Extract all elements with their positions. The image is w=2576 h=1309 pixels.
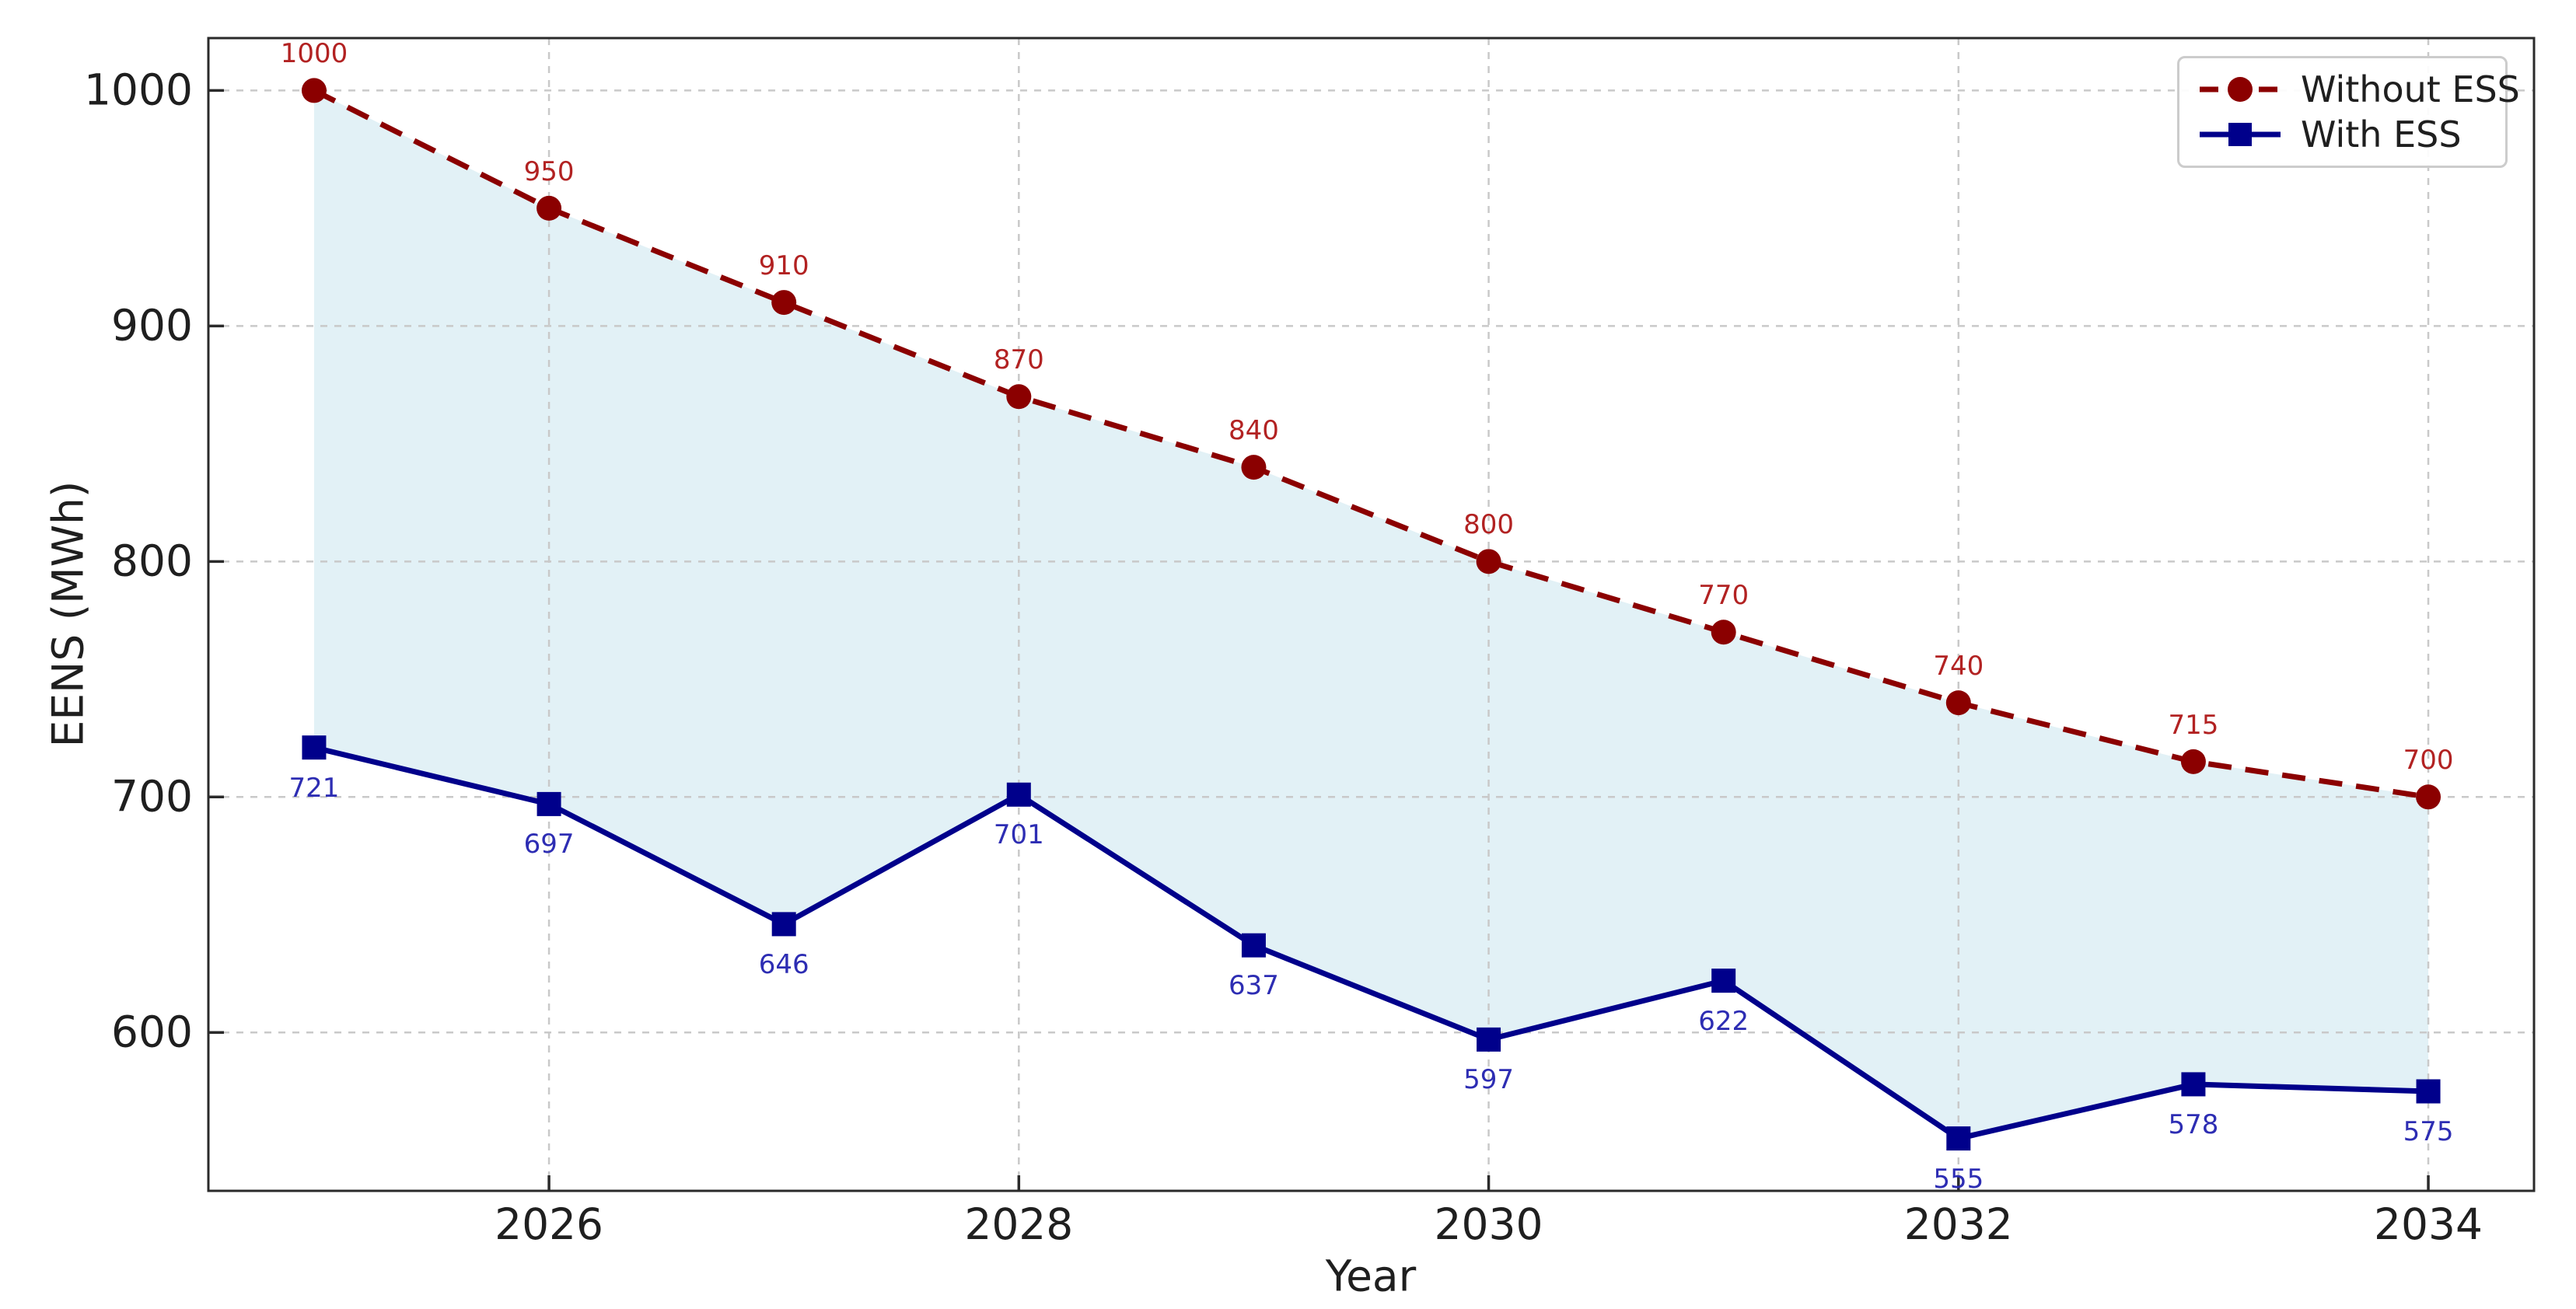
data-label-with-ess-2033: 578 [2168,1108,2219,1140]
x-tick-label-2028: 2028 [964,1199,1074,1249]
marker-without-ess-2029 [1241,455,1267,480]
data-label-without-ess-2034: 700 [2403,745,2454,777]
data-label-with-ess-2027: 646 [758,948,809,980]
marker-without-ess-2032 [1945,690,1971,716]
legend: Without ESS With ESS [2177,56,2520,168]
data-label-with-ess-2029: 637 [1228,970,1279,1002]
data-label-with-ess-2025: 721 [288,772,340,804]
data-label-without-ess-2033: 715 [2168,709,2219,741]
marker-without-ess-2025 [301,78,327,103]
data-label-with-ess-2031: 622 [1698,1005,1749,1037]
x-tick-label-2030: 2030 [1434,1199,1543,1249]
y-tick-label-800: 800 [111,536,193,586]
fill-between-area [313,90,2429,1139]
legend-label: With ESS [2301,113,2462,156]
solid-line-square-marker-icon [2200,123,2281,147]
x-tick-label-2032: 2032 [1903,1199,2013,1249]
y-tick-label-700: 700 [111,771,193,822]
x-tick-label-2034: 2034 [2374,1199,2483,1249]
marker-with-ess-2029 [1241,933,1266,958]
data-label-with-ess-2026: 697 [523,829,575,860]
dashed-line-circle-marker-icon [2200,76,2281,102]
data-label-with-ess-2028: 701 [993,819,1044,851]
y-tick-label-1000: 1000 [84,65,193,115]
marker-with-ess-2025 [302,735,327,760]
data-label-without-ess-2027: 910 [758,250,809,282]
data-label-without-ess-2025: 1000 [280,38,348,70]
series-line-without-ess [313,88,2429,800]
marker-with-ess-2032 [1946,1126,1971,1151]
marker-without-ess-2028 [1006,384,1032,410]
marker-with-ess-2026 [537,791,561,816]
x-tick-label-2026: 2026 [495,1199,604,1249]
y-tick-label-600: 600 [111,1007,193,1057]
data-label-with-ess-2034: 575 [2403,1115,2454,1147]
data-label-without-ess-2031: 770 [1698,580,1749,612]
data-label-with-ess-2032: 555 [1933,1163,1984,1195]
data-label-without-ess-2029: 840 [1228,415,1279,447]
series-line-with-ess [313,745,2429,1142]
marker-with-ess-2028 [1006,782,1031,807]
marker-without-ess-2031 [1711,620,1736,645]
legend-label: Without ESS [2301,68,2520,110]
marker-with-ess-2033 [2181,1072,2206,1097]
marker-with-ess-2031 [1711,969,1736,993]
data-label-without-ess-2028: 870 [993,344,1044,376]
data-label-without-ess-2030: 800 [1463,509,1514,541]
marker-without-ess-2027 [771,290,797,316]
marker-without-ess-2033 [2180,749,2206,774]
marker-without-ess-2026 [537,195,562,221]
marker-without-ess-2030 [1476,549,1501,574]
legend-item-without-ess: Without ESS [2198,72,2520,107]
y-tick-label-900: 900 [111,300,193,351]
y-axis-title: EENS (MWh) [43,480,93,748]
marker-with-ess-2027 [771,912,796,937]
data-label-with-ess-2030: 597 [1463,1064,1514,1096]
marker-without-ess-2034 [2416,784,2441,810]
marker-with-ess-2034 [2416,1079,2441,1104]
data-label-without-ess-2032: 740 [1933,651,1984,682]
marker-with-ess-2030 [1477,1027,1501,1052]
x-axis-title: Year [1325,1251,1417,1301]
data-label-without-ess-2026: 950 [523,155,575,187]
plot-border [207,37,2536,1192]
legend-item-with-ess: With ESS [2198,117,2487,152]
